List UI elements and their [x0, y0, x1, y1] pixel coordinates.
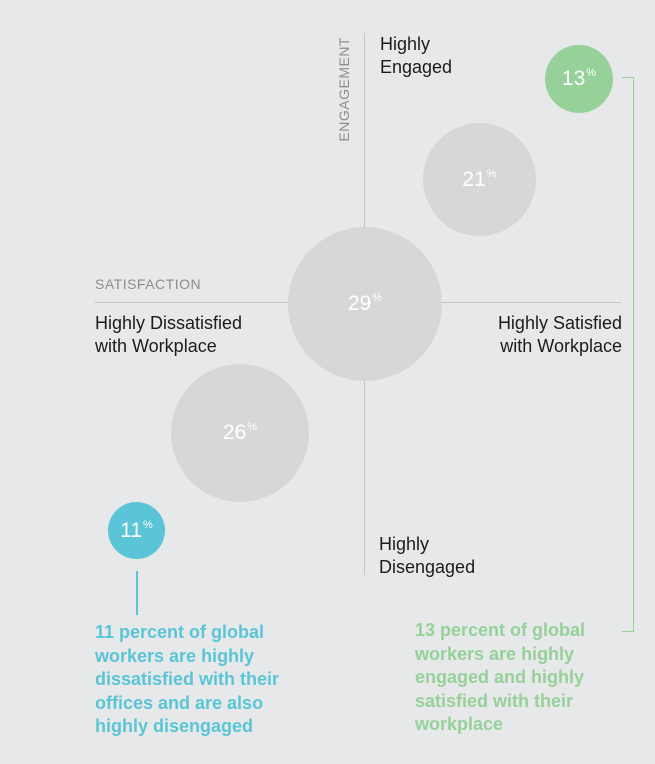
left-label-line-1: Highly Dissatisfied	[95, 313, 243, 333]
right-callout-line-1: 13 percent of global	[415, 620, 586, 640]
right-callout-line-2: workers are highly	[415, 643, 575, 664]
right-label: Highly Satisfied with Workplace	[470, 312, 622, 358]
bubble-21: 21%	[423, 123, 536, 236]
bubble-29: 29%	[288, 227, 442, 381]
bubble-21-label: 21%	[462, 167, 497, 191]
left-label: Highly Dissatisfied with Workplace	[95, 312, 242, 358]
y-axis-title: ENGAGEMENT	[336, 37, 352, 142]
right-connector-bracket	[622, 77, 634, 632]
left-callout-line-2: workers are highly	[95, 645, 255, 666]
right-callout: 13 percent of global workers are highly …	[415, 619, 585, 737]
bubble-26: 26%	[171, 364, 309, 502]
top-label-line-1: Highly	[380, 34, 431, 54]
left-connector-line	[136, 571, 138, 615]
bubble-29-label: 29%	[347, 292, 383, 315]
left-callout-line-5: highly disengaged	[95, 716, 254, 736]
bubble-13: 13%	[545, 45, 613, 113]
left-callout-line-4: offices and are also	[95, 692, 264, 713]
right-callout-line-4: satisfied with their	[415, 690, 574, 711]
bottom-label: Highly Disengaged	[379, 533, 475, 579]
bubble-11-label: 11%	[120, 518, 153, 542]
bubble-26-label: 26%	[222, 421, 258, 444]
right-callout-line-3: engaged and highly	[415, 667, 585, 687]
bottom-label-line-1: Highly	[379, 534, 430, 554]
bottom-label-line-2: Disengaged	[379, 557, 476, 577]
left-callout-line-3: dissatisfied with their	[95, 669, 280, 689]
top-label-line-2: Engaged	[380, 57, 453, 77]
top-label: Highly Engaged	[380, 33, 452, 79]
right-callout-line-5: workplace	[415, 714, 504, 734]
bubble-11: 11%	[108, 502, 165, 559]
right-label-line-2: with Workplace	[500, 336, 622, 356]
left-label-line-2: with Workplace	[95, 336, 217, 356]
x-axis-title: SATISFACTION	[95, 276, 202, 292]
right-label-line-1: Highly Satisfied	[497, 313, 622, 333]
left-callout: 11 percent of global workers are highly …	[95, 621, 279, 739]
left-callout-line-1: 11 percent of global	[95, 622, 265, 642]
bubble-13-label: 13%	[561, 67, 597, 90]
